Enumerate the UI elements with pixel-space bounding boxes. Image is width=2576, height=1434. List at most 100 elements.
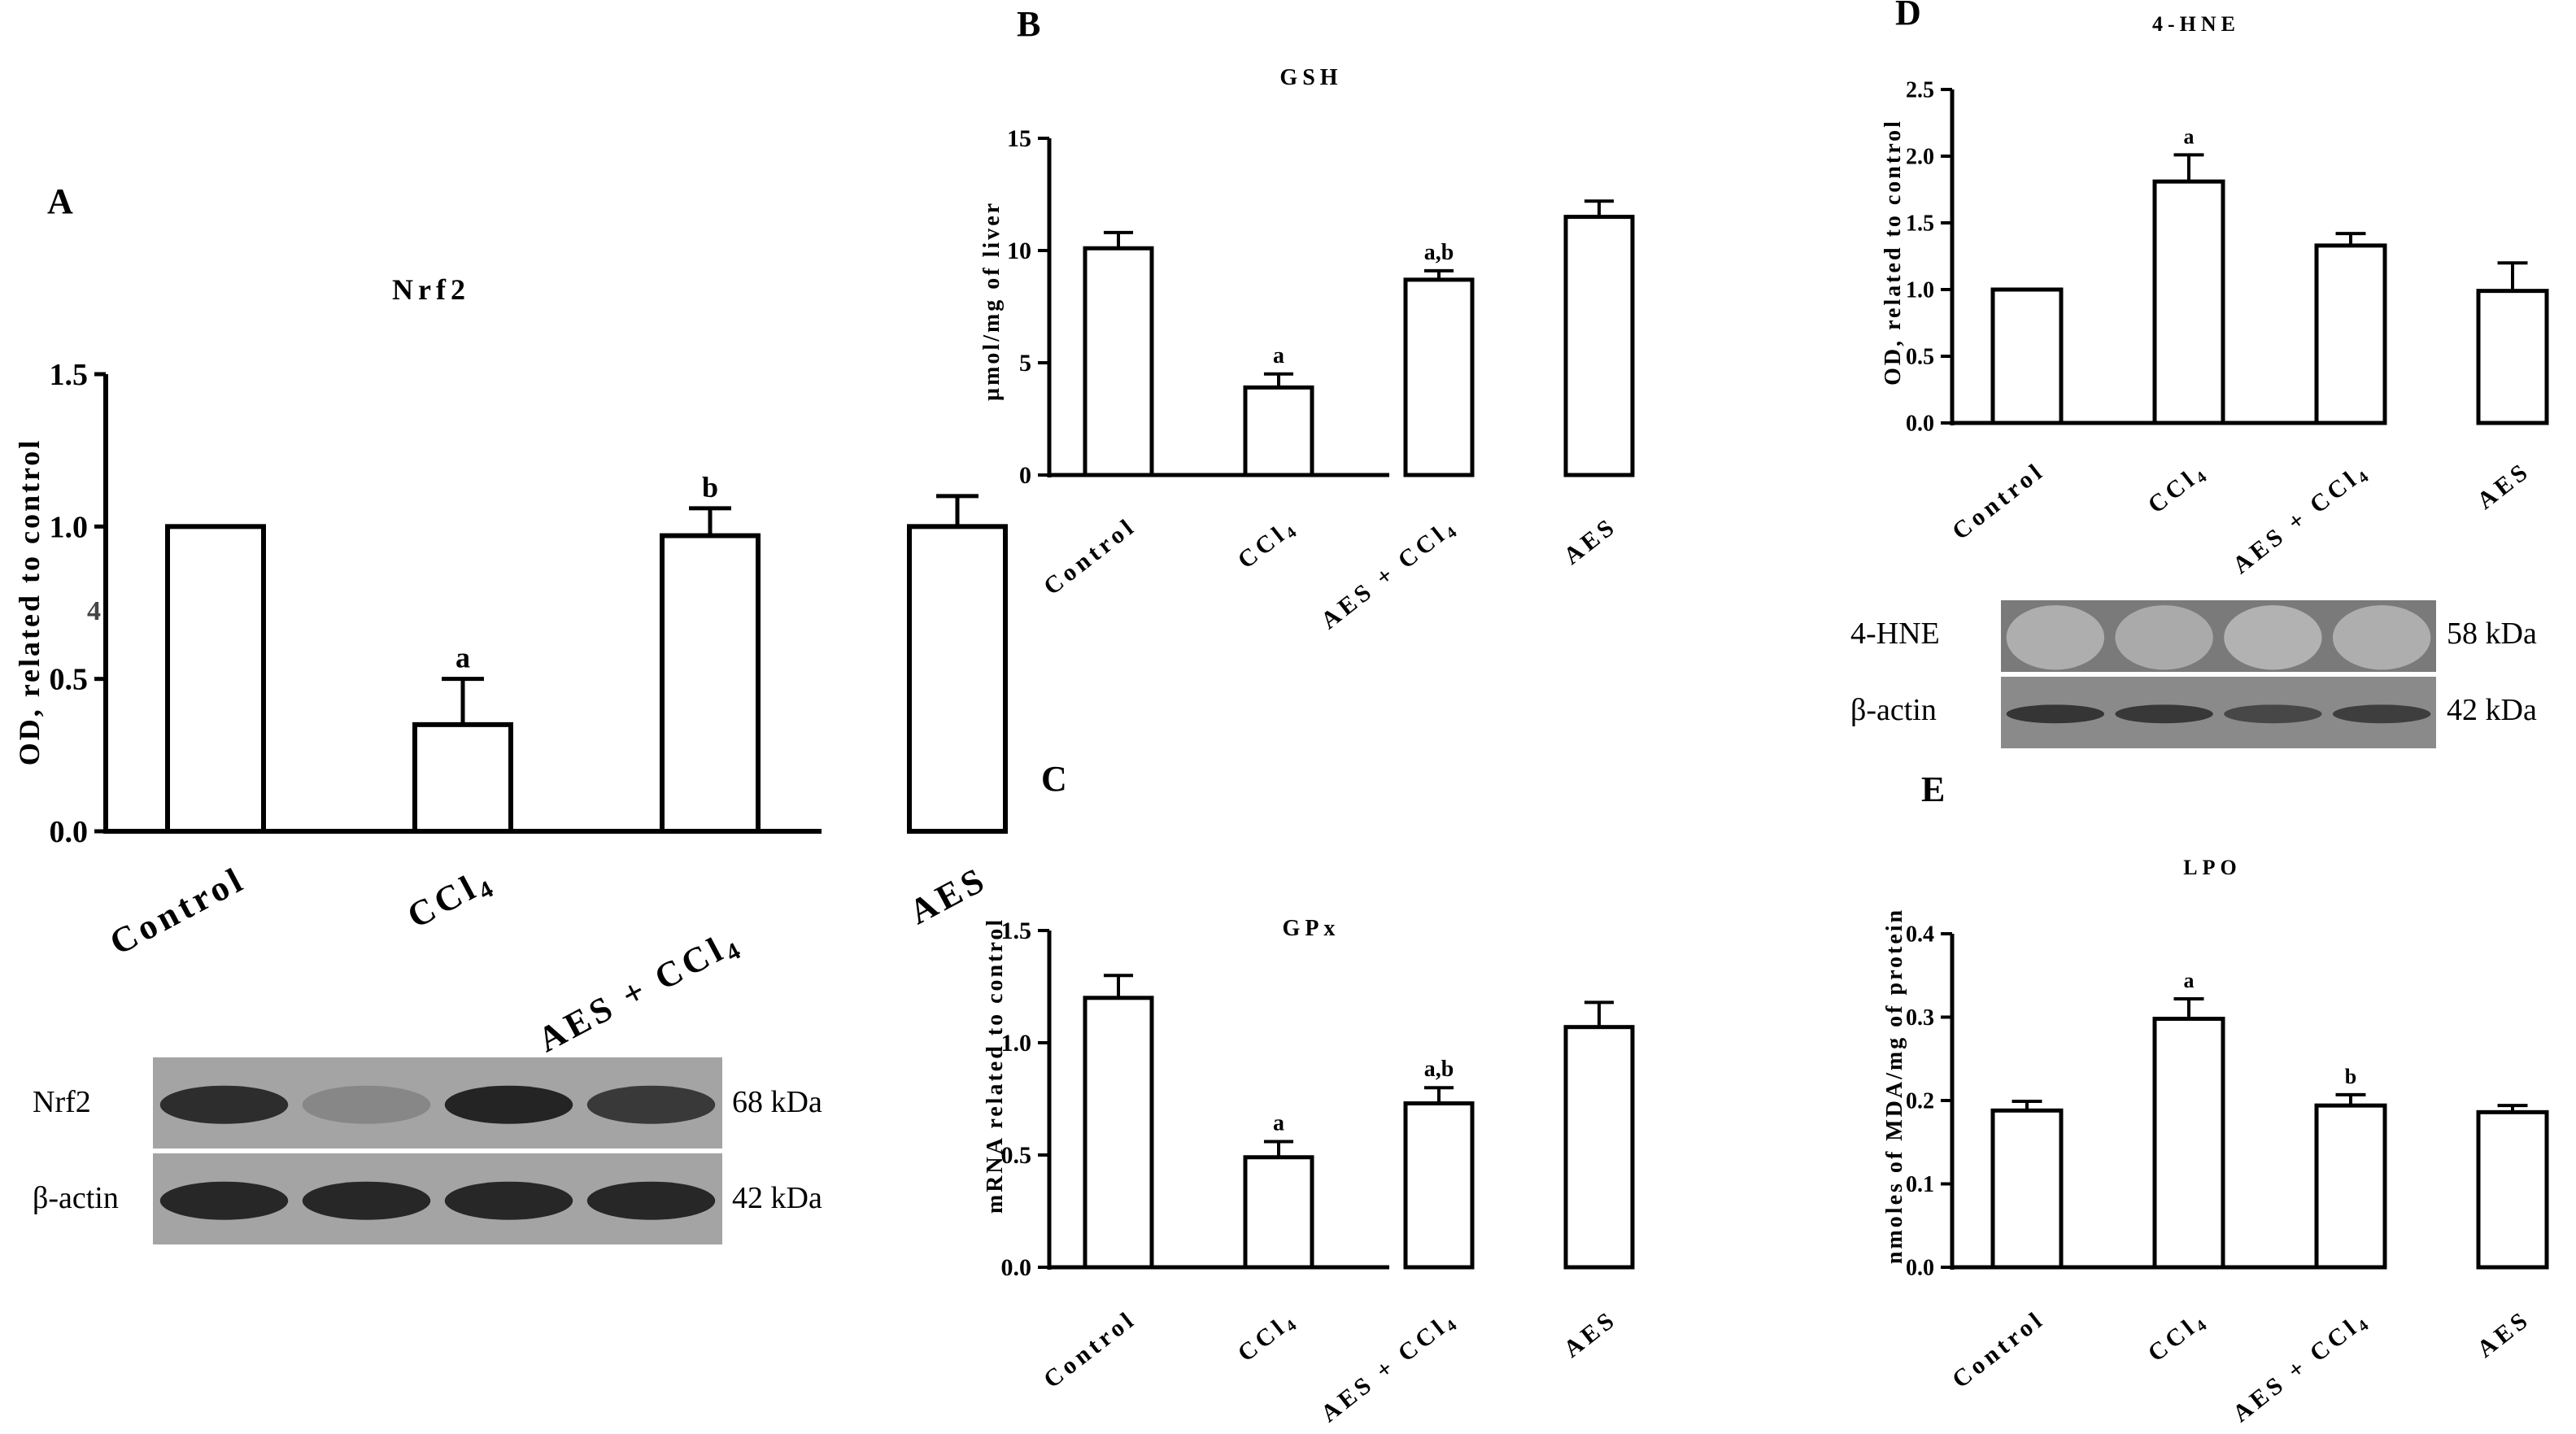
bar (2314, 243, 2387, 425)
category-label: Control (1947, 457, 2050, 546)
y-axis-label: µmol/mg of liver (979, 201, 1005, 401)
bar (1243, 385, 1314, 477)
chart-panel-b: B GSH 0 5 10 15 µmol/mg of liver Control a CCl4​ a… (979, 4, 1635, 637)
panel-letter: C (1041, 759, 1067, 799)
bar (1990, 287, 2064, 425)
blot-band (2332, 704, 2431, 724)
blot-row-label: 4-HNE (1850, 617, 1940, 651)
y-tick-label: 2.0 (1906, 145, 1934, 170)
significance-label: a (2184, 124, 2195, 148)
significance-label: b (702, 471, 718, 503)
y-axis-label: mRNA related to control (983, 917, 1008, 1214)
y-tick-label: 0.0 (50, 815, 89, 849)
category-label: Control (1039, 1305, 1141, 1394)
blot-band (2224, 704, 2322, 724)
category-label: AES + CCl4​ (1316, 1305, 1463, 1430)
stray-mark: 4 (87, 596, 101, 626)
y-tick-label: 1.5 (50, 358, 89, 392)
y-tick-label: 0.1 (1906, 1172, 1934, 1197)
blot-band (586, 1085, 716, 1124)
y-tick-label: 10 (1007, 238, 1031, 264)
chart-title: Nrf2 (392, 273, 470, 306)
blot-band (2006, 605, 2105, 670)
bar (412, 721, 513, 834)
y-axis-label: OD, related to control (1881, 119, 1906, 386)
significance-label: a (2184, 969, 2195, 992)
significance-label: a,b (1424, 240, 1454, 265)
chart-title: GSH (1279, 65, 1342, 90)
bar (1243, 1155, 1314, 1270)
significance-label: a,b (1424, 1057, 1454, 1082)
y-tick-label: 0.4 (1906, 922, 1934, 948)
category-label: CCl4​ (401, 859, 501, 940)
panel-letter: A (47, 181, 73, 221)
category-label: AES (1558, 1305, 1622, 1363)
y-tick-label: 0.5 (50, 663, 89, 697)
category-label: AES (1558, 512, 1622, 570)
chart-panel-a: A Nrf2 0.0 0.5 1.0 1.5 OD, related to control C… (13, 181, 1008, 1244)
blot-kda-label: 68 kDa (732, 1085, 822, 1119)
significance-label: a (1273, 343, 1284, 368)
chart-title: GPx (1283, 916, 1340, 941)
category-label: AES + CCl4​ (2228, 457, 2375, 582)
panel-letter: D (1895, 0, 1921, 33)
category-label: CCl4​ (1233, 512, 1304, 577)
blot-row-label: β-actin (33, 1181, 119, 1215)
y-tick-label: 0.3 (1906, 1005, 1934, 1031)
y-axis-label: OD, related to control (13, 438, 46, 766)
y-tick-label: 0 (1019, 462, 1031, 489)
category-label: Control (103, 859, 252, 963)
y-tick-label: 1.0 (1906, 278, 1934, 303)
blot-band (2006, 704, 2105, 724)
y-tick-label: 0.5 (1001, 1142, 1032, 1169)
blot-kda-label: 58 kDa (2447, 617, 2537, 651)
blot-band (2115, 605, 2213, 670)
category-label: CCl4​ (1233, 1305, 1304, 1370)
significance-label: b (2345, 1065, 2356, 1088)
panel-letter: E (1921, 769, 1945, 809)
category-label: AES + CCl4​ (2228, 1305, 2375, 1430)
western-blot: 4-HNE 58 kDa β-actin 42 kDa (1850, 600, 2537, 748)
blot-row-label: β-actin (1850, 693, 1937, 727)
bar (2314, 1103, 2387, 1270)
y-tick-label: 0.0 (1001, 1254, 1032, 1281)
y-tick-label: 5 (1019, 350, 1031, 377)
chart-panel-d: D 4-HNE 0.0 0.5 1.0 1.5 2.0 2.5OD, related to c… (1850, 0, 2549, 748)
bar (1083, 246, 1154, 477)
blot-band (586, 1181, 716, 1220)
category-label: CCl4​ (2143, 457, 2214, 521)
western-blot: Nrf2 68 kDa β-actin 42 kDa (33, 1057, 822, 1244)
blot-band (302, 1181, 431, 1220)
y-tick-label: 0.5 (1906, 345, 1934, 370)
category-label: AES + CCl4​ (531, 921, 748, 1064)
blot-row-label: Nrf2 (33, 1085, 91, 1119)
category-label: CCl4​ (2143, 1305, 2214, 1370)
panel-letter: B (1017, 4, 1040, 44)
blot-band (302, 1085, 431, 1124)
bar (2476, 289, 2549, 425)
y-tick-label: 0.0 (1906, 412, 1934, 437)
category-label: Control (1039, 512, 1141, 601)
bar (2152, 1017, 2225, 1270)
y-tick-label: 15 (1007, 125, 1031, 152)
y-tick-label: 2.5 (1906, 78, 1934, 103)
category-label: AES (2472, 1305, 2535, 1363)
category-label: AES + CCl4​ (1316, 512, 1463, 637)
blot-band (2224, 605, 2322, 670)
bar (1563, 1025, 1635, 1270)
y-tick-label: 1.0 (1001, 1030, 1032, 1057)
bar (1403, 1101, 1475, 1270)
blot-band (444, 1181, 573, 1220)
bar (1990, 1108, 2064, 1270)
blot-kda-label: 42 kDa (732, 1181, 822, 1215)
category-label: AES (2472, 457, 2535, 515)
chart-title: 4-HNE (2152, 12, 2240, 36)
bar (1083, 996, 1154, 1270)
chart-title: LPO (2183, 856, 2241, 879)
blot-band (444, 1085, 573, 1124)
blot-band (159, 1085, 289, 1124)
significance-label: a (1273, 1110, 1284, 1135)
